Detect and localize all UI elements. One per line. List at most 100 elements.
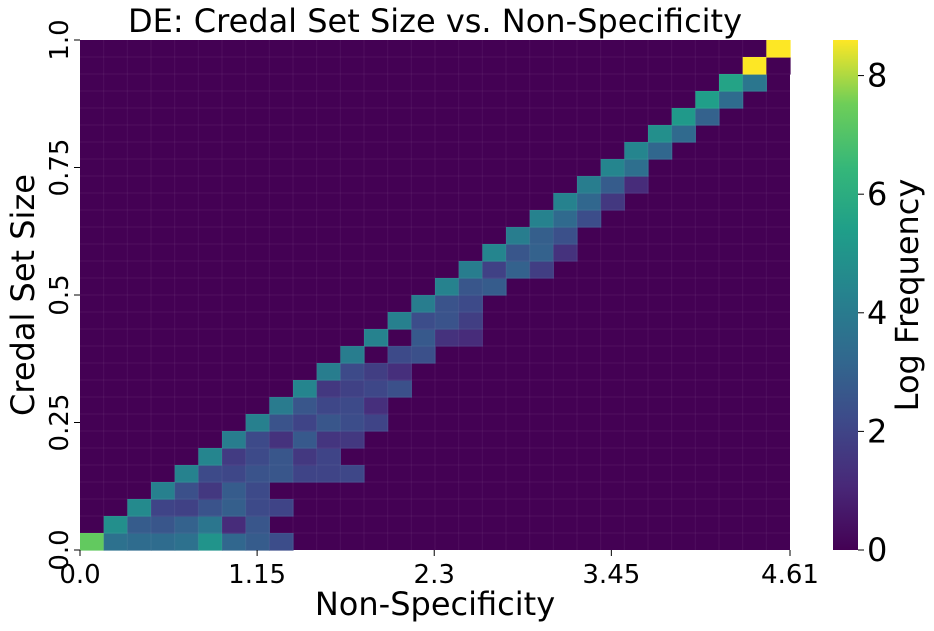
heatmap-cell — [648, 142, 673, 160]
heatmap-cell — [316, 380, 341, 398]
heatmap-cell — [719, 91, 744, 109]
heatmap-cells — [80, 40, 791, 551]
y-tick-label: 0.25 — [45, 394, 75, 452]
heatmap-cell — [222, 448, 247, 466]
heatmap-cell — [411, 312, 436, 330]
grid-lines — [80, 40, 790, 550]
heatmap-cell — [316, 363, 341, 381]
heatmap-cell — [174, 533, 199, 551]
heatmap-cell — [411, 329, 436, 347]
heatmap-cell — [316, 414, 341, 432]
heatmap-cell — [198, 448, 223, 466]
heatmap-cell — [269, 414, 294, 432]
chart-title: DE: Credal Set Size vs. Non-Specificity — [128, 2, 742, 40]
heatmap-cell — [245, 414, 270, 432]
heatmap-cell — [506, 261, 531, 279]
heatmap-cell — [482, 261, 507, 279]
heatmap-cell — [293, 380, 318, 398]
x-tick-label: 1.15 — [228, 560, 286, 590]
heatmap-cell — [269, 448, 294, 466]
colorbar-ticks: 0 2 4 6 8 — [858, 57, 887, 569]
heatmap-cell — [174, 465, 199, 483]
heatmap-cell — [269, 533, 294, 551]
heatmap-cell — [648, 125, 673, 143]
heatmap-cell — [198, 499, 223, 517]
heatmap-cell — [151, 516, 176, 534]
heatmap-cell — [435, 312, 460, 330]
heatmap-cell — [245, 533, 270, 551]
heatmap-cell — [553, 210, 578, 228]
heatmap-cell — [553, 193, 578, 211]
x-tick-label: 3.45 — [582, 560, 640, 590]
heatmap-cell — [222, 533, 247, 551]
heatmap-cell — [600, 159, 625, 177]
heatmap-cell — [316, 431, 341, 449]
y-tick-labels: 0.0 0.25 0.5 0.75 1.0 — [45, 19, 80, 571]
heatmap-cell — [529, 227, 554, 245]
heatmap-cell — [742, 74, 767, 92]
heatmap-cell — [529, 210, 554, 228]
heatmap-cell — [222, 499, 247, 517]
heatmap-cell — [482, 244, 507, 262]
heatmap-cell — [387, 346, 412, 364]
heatmap-cell — [174, 482, 199, 500]
heatmap-cell — [245, 482, 270, 500]
heatmap-cell — [364, 329, 389, 347]
heatmap-cell — [458, 329, 483, 347]
heatmap-cell — [766, 40, 791, 58]
heatmap-cell — [269, 465, 294, 483]
heatmap-cell — [340, 465, 365, 483]
heatmap-cell — [316, 465, 341, 483]
heatmap-cell — [340, 346, 365, 364]
heatmap-cell — [742, 57, 767, 75]
heatmap-cell — [624, 142, 649, 160]
y-axis-label: Credal Set Size — [4, 174, 42, 416]
heatmap-cell — [529, 244, 554, 262]
colorbar-tick-label: 0 — [867, 531, 887, 569]
heatmap-cell — [766, 57, 791, 75]
heatmap-cell — [198, 516, 223, 534]
heatmap-cell — [103, 516, 128, 534]
heatmap-cell — [458, 261, 483, 279]
heatmap-cell — [340, 380, 365, 398]
x-tick-label: 4.61 — [761, 560, 819, 590]
heatmap-cell — [245, 516, 270, 534]
heatmap-cell — [695, 91, 720, 109]
heatmap-cell — [222, 431, 247, 449]
heatmap-cell — [340, 414, 365, 432]
y-tick-label: 1.0 — [45, 19, 75, 60]
heatmap-cell — [364, 414, 389, 432]
colorbar — [833, 40, 858, 550]
heatmap-cell — [245, 465, 270, 483]
heatmap-cell — [553, 227, 578, 245]
heatmap-cell — [198, 465, 223, 483]
heatmap-cell — [435, 295, 460, 313]
heatmap-cell — [364, 380, 389, 398]
colorbar-tick-label: 8 — [867, 57, 887, 95]
heatmap-cell — [364, 363, 389, 381]
heatmap-cell — [293, 465, 318, 483]
colorbar-tick-label: 2 — [867, 412, 887, 450]
heatmap-cell — [458, 312, 483, 330]
heatmap-cell — [340, 431, 365, 449]
heatmap-cell — [127, 516, 152, 534]
heatmap-cell — [600, 193, 625, 211]
heatmap-cell — [340, 397, 365, 415]
y-tick-label: 0.75 — [45, 139, 75, 197]
heatmap-cell — [293, 414, 318, 432]
heatmap-cell — [577, 176, 602, 194]
x-tick-label: 2.3 — [414, 560, 455, 590]
heatmap-cell — [387, 363, 412, 381]
heatmap-cell — [316, 448, 341, 466]
heatmap-cell — [411, 295, 436, 313]
heatmap-cell — [340, 363, 365, 381]
heatmap-cell — [529, 261, 554, 279]
heatmap-cell — [506, 227, 531, 245]
heatmap-cell — [387, 380, 412, 398]
heatmap-cell — [198, 482, 223, 500]
heatmap-cell — [293, 397, 318, 415]
heatmap-cell — [458, 278, 483, 296]
heatmap-cell — [127, 533, 152, 551]
heatmap-cell — [364, 397, 389, 415]
